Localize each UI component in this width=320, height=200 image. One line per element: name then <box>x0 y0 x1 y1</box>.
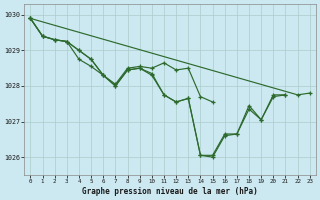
X-axis label: Graphe pression niveau de la mer (hPa): Graphe pression niveau de la mer (hPa) <box>82 187 258 196</box>
